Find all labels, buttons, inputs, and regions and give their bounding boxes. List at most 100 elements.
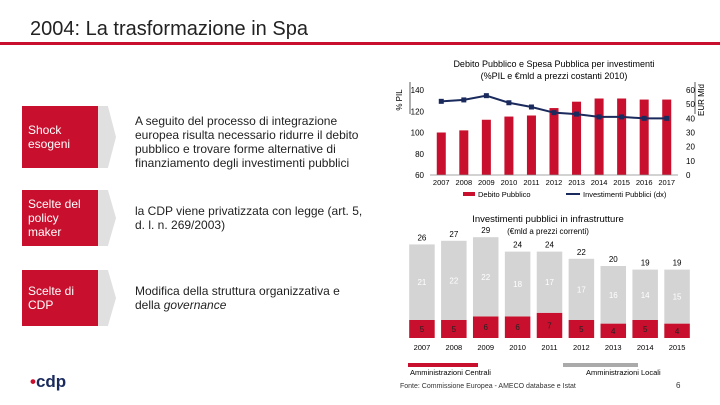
chart1-ytick-right: 20 (686, 143, 695, 152)
chart2-total: 19 (641, 259, 650, 268)
chart1-ytick-left: 100 (411, 129, 425, 138)
chart1-bar (662, 100, 671, 175)
chart2-label-central: 7 (547, 321, 552, 330)
chart2-legend-central: Amministrazioni Centrali (410, 368, 491, 377)
chart2-total: 24 (513, 241, 522, 250)
chart2-xtick: 2009 (477, 343, 494, 352)
chart2-label-local: 15 (673, 293, 682, 302)
chart1-xtick: 2008 (455, 178, 472, 187)
chart2-title: Investimenti pubblici in infrastrutture (472, 214, 624, 225)
chart1-bar (617, 99, 626, 176)
chart2-label-local: 16 (609, 291, 618, 300)
chart2-xtick: 2007 (414, 343, 431, 352)
chart1-line-marker (506, 100, 511, 105)
chart2-total: 24 (545, 241, 554, 250)
chart1-legend-swatch-debt (463, 192, 475, 196)
chart2-xtick: 2010 (509, 343, 526, 352)
row-text-cdp-emph: governance (164, 298, 227, 312)
chart1-line-marker (461, 97, 466, 102)
chart1-xtick: 2015 (613, 178, 630, 187)
chart1-xtick: 2012 (546, 178, 563, 187)
chart2-total: 20 (609, 255, 618, 264)
chart2-legend-swatch-local (563, 363, 638, 367)
chart2-label-local: 17 (577, 285, 586, 294)
chart2-xtick: 2015 (669, 343, 686, 352)
chart2-legend-local: Amministrazioni Locali (586, 368, 661, 377)
chart1-line-marker (552, 110, 557, 115)
chart1-legend-debt: Debito Pubblico (478, 190, 531, 199)
chart1-ytick-left: 120 (411, 107, 425, 116)
chart1-xtick: 2013 (568, 178, 585, 187)
chart2-legend-swatch-central (408, 363, 478, 367)
chart2-total: 22 (577, 248, 586, 257)
chart2-label-local: 21 (417, 278, 426, 287)
logo-text: cdp (36, 372, 66, 391)
chart1-ytick-left: 140 (411, 86, 425, 95)
chart2-label-central: 5 (579, 325, 584, 334)
chart1-line-marker (574, 112, 579, 117)
chart2-total: 26 (417, 233, 426, 242)
chart1-subtitle: (%PIL e €mld a prezzi costanti 2010) (481, 71, 628, 81)
chart1-ytick-right: 50 (686, 100, 695, 109)
page-number: 6 (676, 381, 680, 390)
chart1-ytick-left: 80 (415, 150, 424, 159)
chart2-label-local: 22 (449, 276, 458, 285)
chart2-total: 29 (481, 226, 490, 235)
chart1-line-marker (597, 114, 602, 119)
chart1-ytick-right: 30 (686, 129, 695, 138)
chart1-bar (504, 117, 513, 175)
chart2-label-central: 5 (452, 325, 457, 334)
chart1-legend-investment: Investimenti Pubblici (dx) (583, 190, 667, 199)
infrastructure-investment-chart: Investimenti pubblici in infrastrutture(… (388, 205, 718, 380)
chart1-line-marker (642, 116, 647, 121)
chart2-label-central: 4 (611, 327, 616, 336)
chart1-bar (595, 99, 604, 176)
chart2-label-central: 5 (420, 325, 425, 334)
cdp-logo: •cdp (30, 372, 66, 392)
row-chevron-policy (98, 190, 116, 246)
chart1-ytick-right: 60 (686, 86, 695, 95)
chart2-label-local: 18 (513, 280, 522, 289)
chart1-ylabel-right: EUR Mld (697, 84, 706, 116)
row-text-policy: la CDP viene privatizzata con legge (art… (135, 190, 365, 246)
row-chevron-cdp (98, 270, 116, 326)
row-label-shock: Shock esogeni (22, 106, 100, 168)
chart2-xtick: 2012 (573, 343, 590, 352)
chart1-ytick-right: 40 (686, 114, 695, 123)
chart1-bar (549, 108, 558, 175)
chart2-label-central: 6 (483, 323, 488, 332)
page-title: 2004: La trasformazione in Spa (30, 18, 308, 41)
debt-investment-chart: Debito Pubblico e Spesa Pubblica per inv… (388, 52, 718, 202)
chart2-label-central: 5 (643, 325, 648, 334)
chart2-label-central: 4 (675, 327, 680, 336)
chart1-bar (459, 130, 468, 175)
source-note: Fonte: Commissione Europea - AMECO datab… (400, 383, 576, 390)
chart1-ytick-left: 60 (415, 171, 424, 180)
chart1-xtick: 2007 (433, 178, 450, 187)
chart1-title: Debito Pubblico e Spesa Pubblica per inv… (453, 59, 654, 69)
chart1-line-marker (484, 93, 489, 98)
chart2-xtick: 2013 (605, 343, 622, 352)
row-text-shock: A seguito del processo di integrazione e… (135, 106, 365, 178)
chart1-bar (437, 133, 446, 176)
chart1-xtick: 2017 (658, 178, 675, 187)
chart1-line-marker (529, 105, 534, 110)
chart1-bar (640, 100, 649, 175)
chart1-line-marker (439, 99, 444, 104)
chart1-xtick: 2014 (591, 178, 608, 187)
row-label-policy: Scelte del policy maker (22, 190, 100, 246)
chart1-ytick-right: 10 (686, 157, 695, 166)
chart1-bar (527, 116, 536, 176)
chart2-xtick: 2008 (445, 343, 462, 352)
chart2-label-local: 17 (545, 278, 554, 287)
chart1-xtick: 2011 (523, 178, 539, 187)
chart2-xtick: 2014 (637, 343, 654, 352)
chart1-xtick: 2010 (501, 178, 518, 187)
row-chevron-shock (98, 106, 116, 168)
chart1-ytick-right: 0 (686, 171, 691, 180)
chart2-total: 27 (449, 230, 458, 239)
chart1-ylabel-left: % PIL (395, 89, 404, 111)
chart1-line-marker (619, 114, 624, 119)
chart2-label-central: 6 (515, 323, 520, 332)
title-rule (0, 42, 720, 45)
